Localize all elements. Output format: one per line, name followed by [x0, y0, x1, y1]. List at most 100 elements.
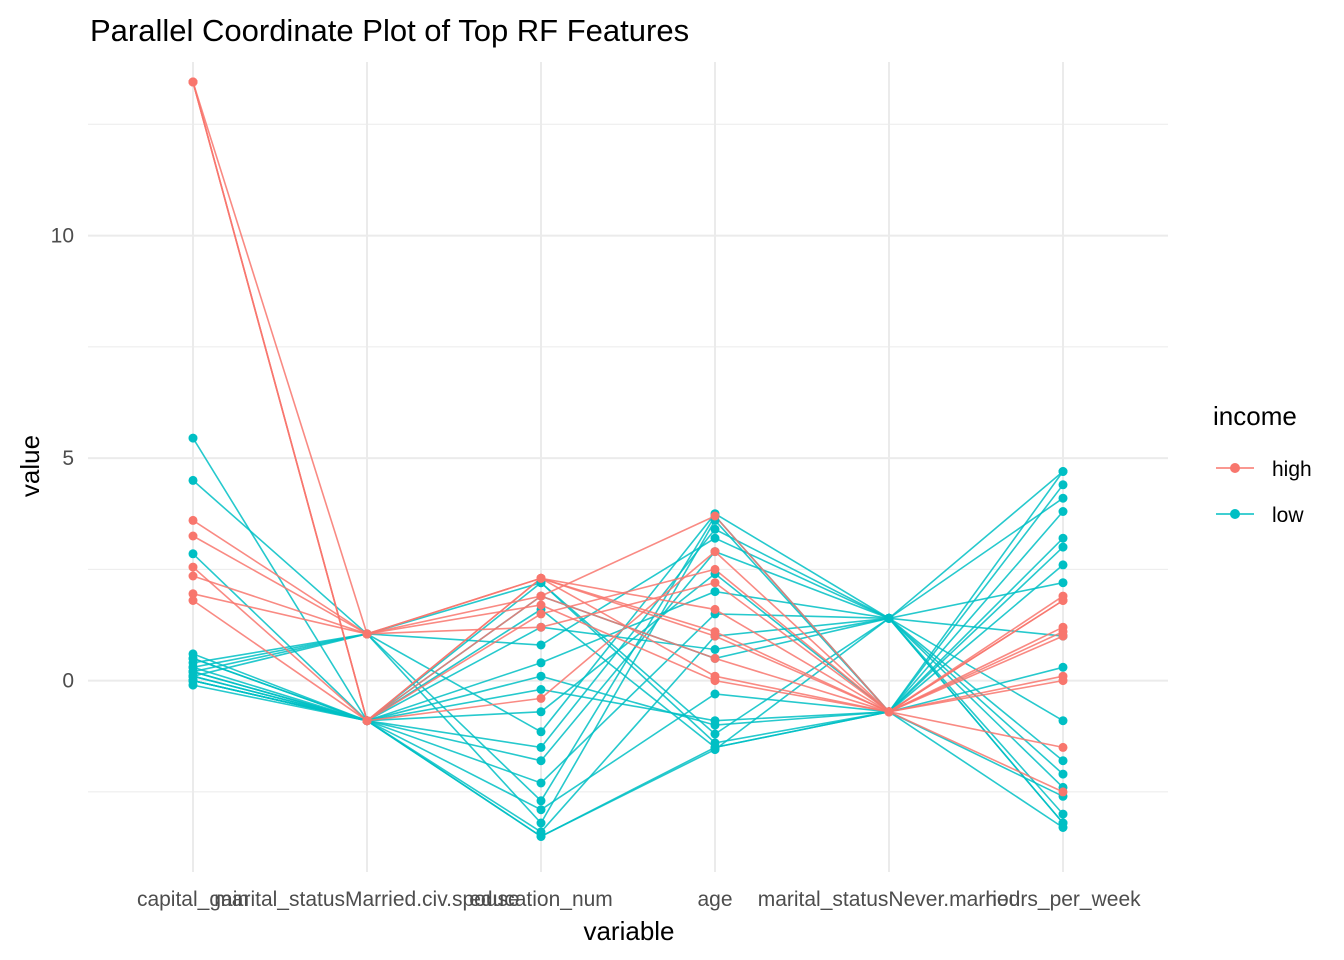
series-line-low	[192, 470, 1064, 838]
data-point-low	[536, 742, 546, 752]
data-point-low	[188, 653, 198, 663]
chart-title: Parallel Coordinate Plot of Top RF Featu…	[90, 13, 689, 48]
data-point-low	[536, 805, 546, 815]
data-point-low	[1058, 578, 1068, 588]
data-point-low	[1058, 809, 1068, 819]
data-point-low	[710, 645, 720, 654]
data-point-low	[710, 729, 720, 739]
data-point-high	[188, 589, 198, 599]
data-point-high	[536, 609, 546, 619]
data-point-low	[536, 658, 546, 668]
data-point-high	[710, 511, 720, 521]
data-point-low	[188, 549, 198, 559]
series-line-low	[192, 514, 1064, 829]
x-tick-label: marital_statusMarried.civ.spouse	[214, 888, 519, 911]
legend-entries: high low	[1216, 458, 1312, 527]
data-point-low	[188, 433, 198, 443]
data-point-high	[536, 622, 546, 632]
data-point-high	[710, 604, 720, 614]
data-point-low	[1058, 662, 1068, 672]
data-point-low	[536, 640, 546, 650]
data-point-high	[188, 571, 198, 581]
data-point-low	[710, 738, 720, 748]
data-point-high	[188, 596, 198, 605]
data-point-high	[1058, 676, 1068, 686]
data-point-low	[536, 707, 546, 717]
x-tick-label: marital_statusNever.married	[758, 888, 1021, 911]
series-line-low	[192, 528, 1064, 788]
data-point-low	[188, 475, 198, 485]
data-point-low	[1058, 467, 1068, 476]
data-point-high	[536, 600, 546, 610]
data-point-high	[362, 629, 372, 639]
series-line-high	[192, 575, 1064, 713]
data-point-high	[710, 578, 720, 588]
data-point-high	[188, 515, 198, 525]
data-point-low	[536, 756, 546, 766]
legend-label: low	[1272, 504, 1304, 527]
data-point-high	[536, 573, 546, 583]
y-tick-label: 10	[51, 225, 74, 248]
data-point-low	[536, 671, 546, 681]
data-point-low	[536, 796, 546, 806]
data-point-low	[188, 662, 198, 672]
data-point-high	[1058, 631, 1068, 641]
data-point-low	[1058, 823, 1068, 832]
data-point-high	[188, 562, 198, 572]
series-line-low	[192, 675, 1064, 798]
data-point-high	[188, 531, 198, 541]
data-point-low	[1058, 480, 1068, 490]
series-line-high	[192, 81, 1064, 749]
data-point-low	[710, 689, 720, 699]
data-point-low	[1058, 533, 1068, 543]
x-tick-label: capital_gain	[137, 888, 249, 911]
series-line-low	[192, 564, 1064, 726]
data-point-low	[710, 524, 720, 534]
y-axis-title: value	[15, 435, 45, 497]
data-point-high	[1058, 742, 1068, 752]
legend: income high low	[1213, 401, 1312, 527]
data-point-high	[1058, 591, 1068, 601]
data-point-high	[710, 627, 720, 637]
data-point-high	[188, 77, 198, 87]
series-line-high	[192, 581, 1064, 713]
legend-title: income	[1213, 401, 1297, 431]
data-point-high	[884, 707, 894, 717]
data-point-low	[188, 676, 198, 686]
y-tick-label: 5	[62, 447, 74, 470]
lines-layer	[192, 81, 1064, 838]
data-point-low	[536, 727, 546, 737]
data-point-low	[1058, 507, 1068, 516]
data-point-low	[1058, 769, 1068, 779]
data-point-high	[536, 693, 546, 703]
data-point-low	[536, 818, 546, 828]
legend-label: high	[1272, 458, 1312, 481]
y-tick-labels: 0 5 10	[51, 225, 74, 693]
data-point-high	[710, 653, 720, 663]
x-tick-label: age	[697, 888, 732, 911]
x-tick-labels: capital_gainmarital_statusMarried.civ.sp…	[137, 888, 1141, 911]
data-point-low	[1058, 716, 1068, 726]
series-line-high	[192, 81, 1064, 713]
y-tick-label: 0	[62, 670, 74, 693]
series-line-low	[192, 546, 1064, 744]
series-line-low	[192, 484, 1064, 811]
legend-key-point	[1230, 463, 1240, 473]
series-line-high	[192, 577, 1064, 722]
data-point-low	[710, 587, 720, 597]
data-point-high	[710, 671, 720, 681]
series-line-low	[192, 479, 1064, 825]
legend-key-point	[1230, 509, 1240, 519]
points-layer	[188, 77, 1068, 841]
data-point-low	[710, 533, 720, 543]
data-point-low	[536, 778, 546, 788]
x-axis-title: variable	[583, 916, 674, 946]
series-line-high	[192, 550, 1064, 722]
data-point-high	[1058, 622, 1068, 632]
data-point-low	[536, 685, 546, 694]
data-point-low	[884, 613, 894, 623]
data-point-low	[1058, 560, 1068, 570]
data-point-high	[710, 564, 720, 574]
